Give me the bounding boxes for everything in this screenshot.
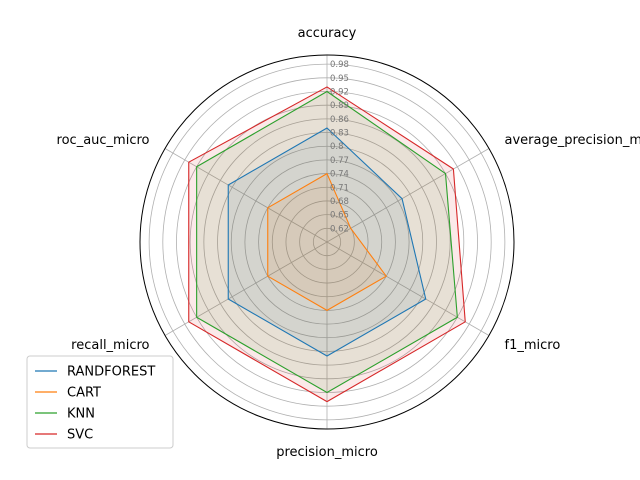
axis-label-accuracy: accuracy bbox=[298, 26, 357, 41]
polar-frame bbox=[139, 54, 515, 430]
legend-label-cart: CART bbox=[67, 386, 101, 401]
radial-tick-label: 0.83 bbox=[330, 129, 349, 139]
axis-label-average-precision-micro: average_precision_micro bbox=[505, 133, 640, 148]
series-line-layer bbox=[188, 86, 466, 403]
legend-frame bbox=[26, 355, 174, 449]
legend: RANDFOREST CART KNN SVC bbox=[26, 355, 174, 449]
axis-label-precision-micro: precision_micro bbox=[276, 445, 378, 460]
radial-tick-label: 0.74 bbox=[330, 170, 349, 180]
angular-gridline bbox=[326, 148, 490, 243]
radial-tick-labels: 0.62 0.65 0.68 0.71 0.74 0.77 0.8 0.83 0.86 0.89 0… bbox=[330, 60, 349, 234]
radial-tick-label: 0.77 bbox=[330, 156, 349, 166]
angular-gridline bbox=[164, 148, 328, 243]
legend-label-randforest: RANDFOREST bbox=[67, 365, 155, 380]
angular-gridline bbox=[326, 241, 490, 336]
axis-label-recall-micro: recall_micro bbox=[71, 338, 149, 353]
series-fill-randforest bbox=[228, 127, 426, 357]
series-line-knn bbox=[196, 90, 458, 394]
legend-label-svc: SVC bbox=[67, 428, 93, 443]
radial-tick-label: 0.8 bbox=[330, 142, 344, 152]
grid-layer bbox=[139, 54, 515, 430]
radial-tick-label: 0.68 bbox=[330, 197, 349, 207]
series-fill-knn bbox=[196, 91, 458, 393]
radial-tick-label: 0.89 bbox=[330, 101, 349, 111]
radial-tick-label: 0.86 bbox=[330, 115, 349, 125]
axis-label-f1-micro: f1_micro bbox=[505, 338, 561, 353]
series-line-cart bbox=[267, 173, 387, 311]
radial-tick-label: 0.92 bbox=[330, 87, 349, 97]
radial-tick-label: 0.71 bbox=[330, 183, 349, 193]
series-line-randforest bbox=[227, 127, 427, 357]
series-fill-cart bbox=[267, 173, 387, 311]
axis-labels: accuracy average_precision_micro f1_microp… bbox=[57, 26, 640, 460]
series-fill-layer bbox=[188, 86, 466, 402]
radial-tick-label: 0.98 bbox=[330, 60, 349, 70]
radial-tick-label: 0.65 bbox=[330, 211, 349, 221]
legend-label-knn: KNN bbox=[67, 407, 95, 422]
radial-tick-label: 0.95 bbox=[330, 74, 349, 84]
series-fill-svc bbox=[188, 86, 466, 402]
angular-gridline bbox=[164, 241, 328, 336]
radial-tick-label: 0.62 bbox=[330, 224, 349, 234]
series-line-svc bbox=[188, 86, 466, 403]
axis-label-roc-auc-micro: roc_auc_micro bbox=[57, 133, 150, 148]
